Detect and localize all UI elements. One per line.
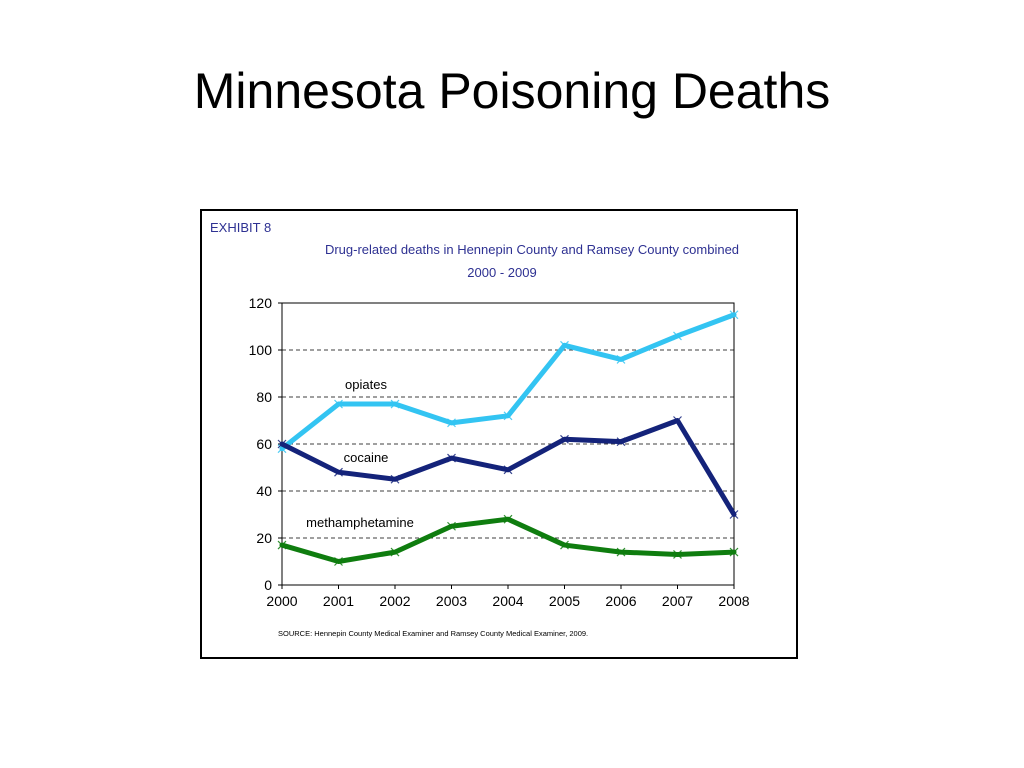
series-label-cocaine: cocaine	[344, 450, 389, 465]
data-point-cocaine-2007	[673, 416, 682, 425]
x-tick-label-2005: 2005	[549, 593, 580, 609]
data-point-methamphetamine-2001	[334, 557, 343, 566]
x-tick-label-2006: 2006	[605, 593, 636, 609]
data-point-opiates-2008	[729, 310, 739, 320]
y-tick-label-120: 120	[249, 295, 273, 311]
chart-title: Drug-related deaths in Hennepin County a…	[324, 242, 740, 257]
y-tick-label-0: 0	[264, 577, 272, 593]
data-point-cocaine-2001	[334, 467, 343, 477]
data-point-cocaine-2008	[729, 510, 739, 519]
slide-title: Minnesota Poisoning Deaths	[193, 63, 831, 119]
data-point-cocaine-2002	[390, 474, 400, 484]
data-point-opiates-2007	[673, 331, 682, 341]
data-point-opiates-2001	[334, 399, 343, 409]
data-point-methamphetamine-2008	[729, 547, 739, 557]
data-point-cocaine-2004	[503, 465, 513, 475]
data-point-methamphetamine-2005	[560, 540, 569, 550]
line-chart: 0 20 40 60 80 100 120 2000 2001 2002 2003 2004 2005 2…	[249, 295, 750, 609]
data-point-opiates-2004	[503, 411, 513, 421]
source-note: SOURCE: Hennepin County Medical Examiner…	[278, 629, 589, 638]
data-point-cocaine-2000	[277, 439, 287, 449]
y-tick-label-60: 60	[256, 436, 272, 452]
data-point-methamphetamine-2006	[616, 547, 626, 557]
grid-layer	[282, 349, 734, 539]
data-point-cocaine-2006	[616, 437, 626, 447]
y-tick-label-20: 20	[256, 530, 272, 546]
series-label-methamphetamine: methamphetamine	[306, 515, 414, 530]
exhibit-label: EXHIBIT 8	[210, 220, 272, 235]
x-tick-label-2007: 2007	[662, 593, 693, 609]
label-layer: opiates cocaine methamphetamine	[306, 377, 414, 530]
data-point-opiates-2002	[390, 399, 400, 409]
chart-subtitle: 2000 - 2009	[467, 265, 537, 280]
axis-layer: 0 20 40 60 80 100 120 2000 2001 2002 2003 2004 2005 2…	[249, 295, 750, 609]
y-tick-label-80: 80	[256, 389, 272, 405]
data-point-methamphetamine-2000	[277, 540, 287, 550]
exhibit-panel: EXHIBIT 8 Drug-related deaths in Hennepi…	[200, 209, 798, 659]
data-point-methamphetamine-2003	[447, 521, 456, 531]
y-tick-label-40: 40	[256, 483, 272, 499]
y-tick-label-100: 100	[249, 342, 273, 358]
data-point-methamphetamine-2004	[503, 514, 513, 524]
data-point-methamphetamine-2007	[673, 550, 682, 559]
x-tick-label-2002: 2002	[379, 593, 410, 609]
x-tick-label-2003: 2003	[436, 593, 467, 609]
data-point-opiates-2006	[616, 354, 626, 364]
series-label-opiates: opiates	[345, 377, 387, 392]
series-layer	[277, 310, 739, 566]
series-line-cocaine	[279, 418, 737, 517]
data-point-cocaine-2005	[560, 434, 569, 444]
data-point-opiates-2005	[560, 340, 569, 350]
x-tick-label-2004: 2004	[492, 593, 523, 609]
data-point-cocaine-2003	[447, 453, 456, 463]
x-tick-label-2000: 2000	[266, 593, 297, 609]
x-tick-label-2008: 2008	[718, 593, 749, 609]
x-tick-label-2001: 2001	[323, 593, 354, 609]
data-point-methamphetamine-2002	[390, 547, 400, 557]
data-point-opiates-2003	[447, 418, 456, 428]
